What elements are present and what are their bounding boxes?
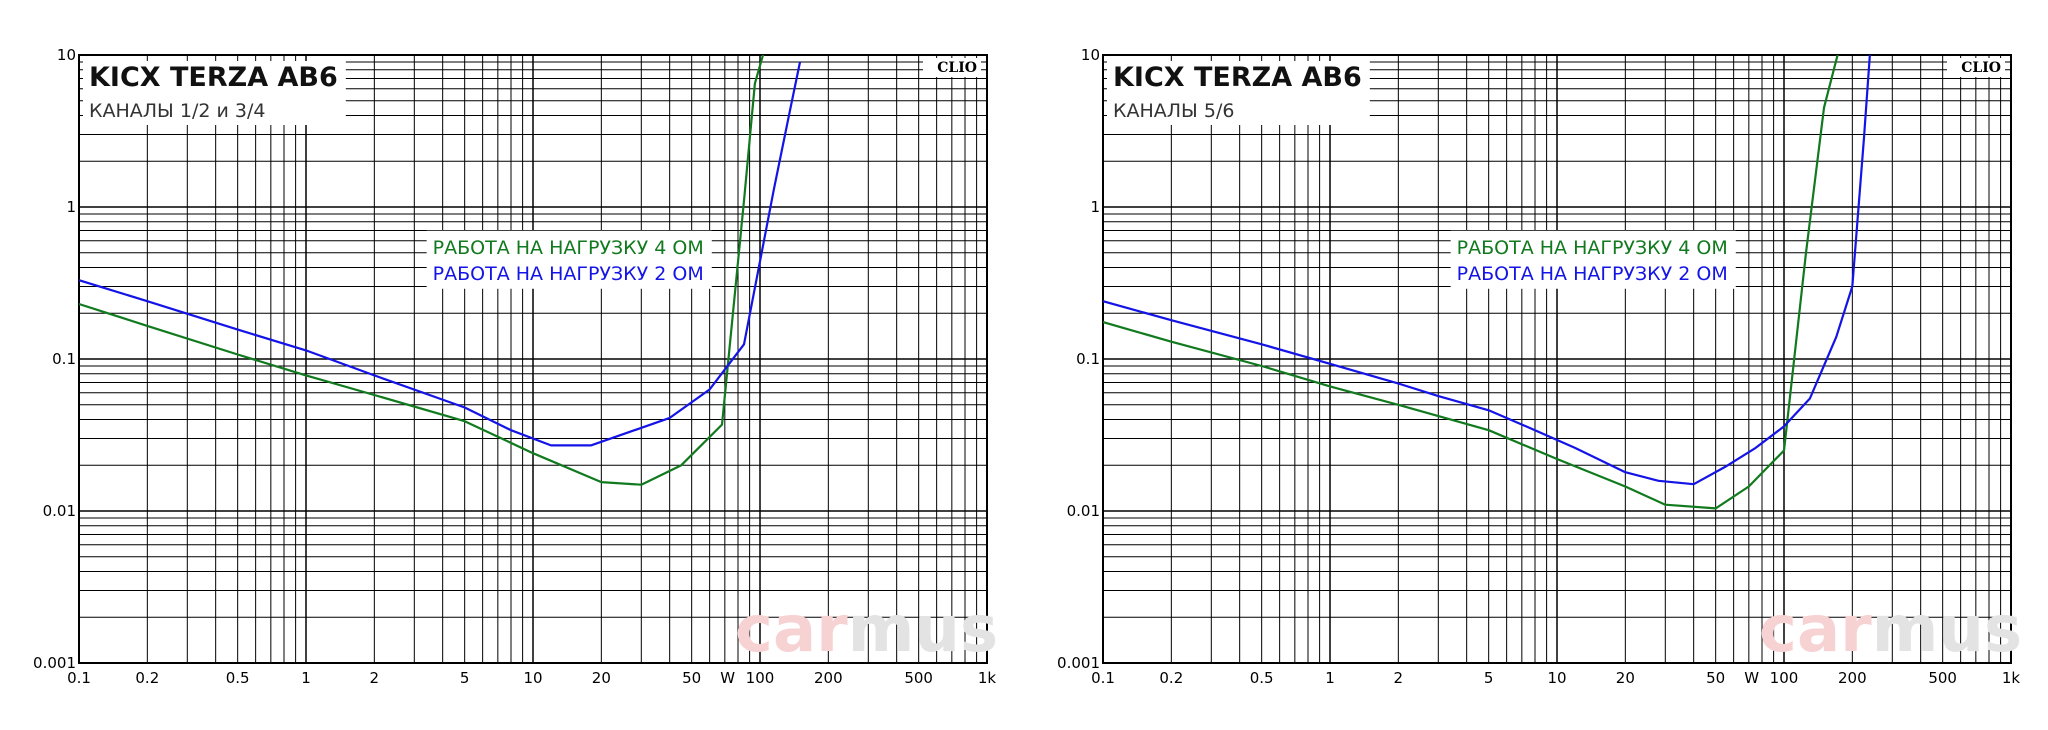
brand-label: CLIO xyxy=(937,60,977,76)
y-tick-label: 0.001 xyxy=(33,654,76,672)
chart-left-svg: 0.1 0.2 0.5 1 2 5 10 20 50 W 100 200 500 1k 10 1 0.1 0.01… xyxy=(33,46,998,687)
x-tick-label: 2 xyxy=(370,669,380,687)
y-tick-label: 0.01 xyxy=(1067,502,1100,520)
legend-background xyxy=(426,230,712,289)
series-line-4ohm xyxy=(79,55,765,486)
x-tick-label: 1 xyxy=(301,669,311,687)
legend-entry-4ohm: РАБОТА НА НАГРУЗКУ 4 ОМ xyxy=(433,237,704,259)
x-tick-label: 0.2 xyxy=(1159,669,1183,687)
brand-label: CLIO xyxy=(1961,60,2001,76)
chart-title: KICX TERZA AB6 xyxy=(89,62,338,93)
y-tick-label: 0.1 xyxy=(1076,350,1100,368)
x-tick-label: 0.5 xyxy=(226,669,250,687)
chart-title: KICX TERZA AB6 xyxy=(1113,62,1362,93)
x-tick-label: 10 xyxy=(1547,669,1566,687)
chart-subtitle: КАНАЛЫ 1/2 и 3/4 xyxy=(89,100,265,122)
brand-background xyxy=(923,58,981,77)
x-tick-label: 20 xyxy=(1616,669,1635,687)
x-tick-label: 1k xyxy=(978,669,997,687)
series-group xyxy=(79,55,802,486)
x-tick-label: 0.1 xyxy=(67,669,91,687)
watermark: carmus xyxy=(1759,593,2022,667)
x-tick-label: 200 xyxy=(1838,669,1867,687)
plot-frame xyxy=(1102,54,2012,664)
y-tick-label: 1 xyxy=(1090,198,1100,216)
legend-entry-2ohm: РАБОТА НА НАГРУЗКУ 2 ОМ xyxy=(433,263,704,285)
y-tick-label: 0.001 xyxy=(1057,654,1100,672)
x-tick-label: 5 xyxy=(460,669,470,687)
legend-background xyxy=(1450,230,1736,289)
x-tick-label: 0.2 xyxy=(135,669,159,687)
watermark-part: car xyxy=(735,593,848,667)
chart-subtitle: КАНАЛЫ 5/6 xyxy=(1113,100,1234,122)
grid xyxy=(78,55,987,664)
x-tick-label: 200 xyxy=(814,669,843,687)
x-tick-label: 0.5 xyxy=(1250,669,1274,687)
x-tick-label: 0.1 xyxy=(1091,669,1115,687)
plot-frame xyxy=(78,54,988,664)
x-tick-label: 50 xyxy=(682,669,701,687)
x-tick-label: W xyxy=(1744,669,1759,687)
legend-entry-4ohm: РАБОТА НА НАГРУЗКУ 4 ОМ xyxy=(1457,237,1728,259)
title-background xyxy=(1107,61,1370,125)
series-line-4ohm xyxy=(1103,55,1839,510)
x-tick-label: 1 xyxy=(1325,669,1335,687)
y-axis-ticks: 10 1 0.1 0.01 0.001 xyxy=(33,46,76,672)
watermark: carmus xyxy=(735,593,998,667)
series-line-2ohm xyxy=(1103,55,1871,486)
x-tick-label: 100 xyxy=(746,669,775,687)
watermark-part: mus xyxy=(1872,593,2022,667)
watermark-part: mus xyxy=(848,593,998,667)
x-tick-label: 500 xyxy=(1928,669,1957,687)
y-tick-label: 10 xyxy=(1081,46,1100,64)
chart-right: 0.1 0.2 0.5 1 2 5 10 20 50 W 100 200 500 1k 10 1 0.1 0.01… xyxy=(1024,0,2048,730)
x-axis-ticks: 0.1 0.2 0.5 1 2 5 10 20 50 W 100 200 500 1k xyxy=(67,669,996,687)
watermark-part: car xyxy=(1759,593,1872,667)
y-tick-label: 0.1 xyxy=(52,350,76,368)
x-tick-label: 20 xyxy=(592,669,611,687)
x-tick-label: W xyxy=(720,669,735,687)
title-background xyxy=(83,61,346,125)
legend-entry-2ohm: РАБОТА НА НАГРУЗКУ 2 ОМ xyxy=(1457,263,1728,285)
chart-right-svg: 0.1 0.2 0.5 1 2 5 10 20 50 W 100 200 500 1k 10 1 0.1 0.01… xyxy=(1057,46,2022,687)
series-line-2ohm xyxy=(79,61,802,447)
y-tick-label: 10 xyxy=(57,46,76,64)
x-tick-label: 100 xyxy=(1770,669,1799,687)
series-group xyxy=(1103,55,1871,510)
x-tick-label: 5 xyxy=(1484,669,1494,687)
y-tick-label: 0.01 xyxy=(43,502,76,520)
brand-background xyxy=(1947,58,2005,77)
x-tick-label: 10 xyxy=(523,669,542,687)
x-axis-ticks: 0.1 0.2 0.5 1 2 5 10 20 50 W 100 200 500 1k xyxy=(1091,669,2020,687)
x-tick-label: 2 xyxy=(1394,669,1404,687)
x-tick-label: 500 xyxy=(904,669,933,687)
y-axis-ticks: 10 1 0.1 0.01 0.001 xyxy=(1057,46,1100,672)
chart-left: 0.1 0.2 0.5 1 2 5 10 20 50 W 100 200 500 1k 10 1 0.1 0.01… xyxy=(33,46,998,687)
y-tick-label: 1 xyxy=(66,198,76,216)
x-tick-label: 1k xyxy=(2002,669,2021,687)
x-tick-label: 50 xyxy=(1706,669,1725,687)
